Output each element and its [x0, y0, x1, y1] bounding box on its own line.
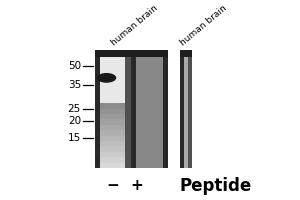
Text: 25: 25 [68, 104, 81, 114]
Bar [100, 114, 125, 119]
Text: human brain: human brain [110, 4, 160, 48]
Ellipse shape [97, 73, 116, 83]
Bar [130, 50, 136, 168]
Bar [180, 50, 192, 57]
Bar [100, 136, 125, 141]
Text: 35: 35 [68, 80, 81, 90]
Bar [100, 125, 125, 130]
Bar [94, 50, 100, 168]
Bar [100, 157, 125, 163]
Bar [100, 119, 125, 125]
Bar [163, 50, 168, 168]
Bar [94, 50, 168, 57]
Text: 15: 15 [68, 133, 81, 143]
Text: +: + [130, 178, 143, 193]
Text: 20: 20 [68, 116, 81, 126]
Bar [100, 103, 125, 109]
Text: Peptide: Peptide [180, 177, 252, 195]
Bar [100, 109, 125, 114]
Bar [100, 50, 125, 168]
Bar [100, 146, 125, 152]
Text: human brain: human brain [179, 4, 229, 48]
Text: −: − [106, 178, 119, 193]
Bar [180, 50, 184, 168]
Bar [100, 163, 125, 168]
Bar [100, 141, 125, 146]
Bar [100, 152, 125, 157]
Bar [188, 50, 192, 168]
Bar [100, 130, 125, 136]
Bar [125, 50, 130, 168]
Bar [136, 50, 163, 168]
Text: 50: 50 [68, 61, 81, 71]
Bar [184, 50, 188, 168]
